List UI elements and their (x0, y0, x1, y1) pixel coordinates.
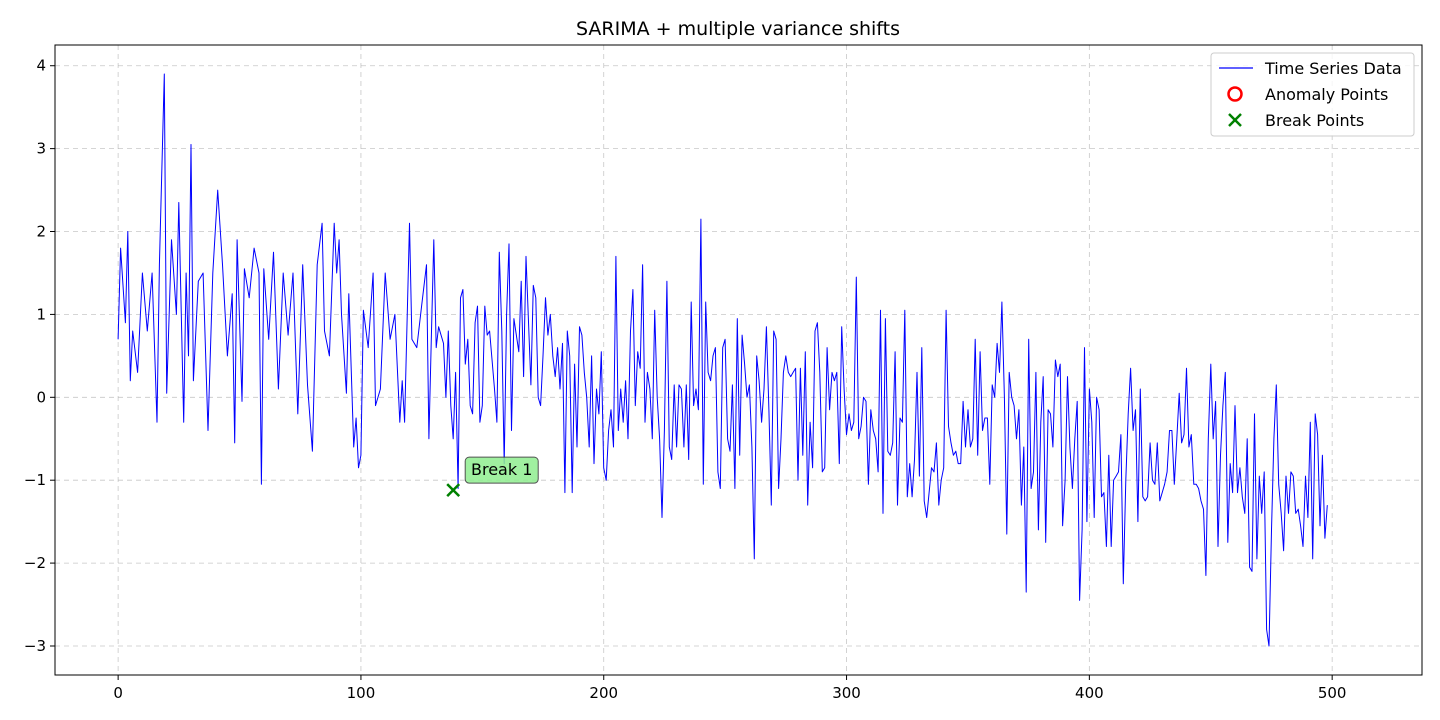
y-tick-label: 2 (36, 223, 46, 241)
break-annotation-label: Break 1 (471, 460, 532, 479)
x-tick-label: 100 (347, 684, 376, 702)
y-tick-label: −1 (24, 471, 46, 489)
legend-entry: Anomaly Points (1227, 85, 1388, 104)
legend-x-swatch (1228, 113, 1242, 127)
legend-circle-swatch (1227, 86, 1243, 102)
markers (446, 483, 461, 498)
plot-frame (54, 44, 1423, 676)
break-annotation: Break 1 (464, 456, 539, 484)
x-tick-label: 200 (589, 684, 618, 702)
legend-box (1210, 52, 1415, 137)
x-tick-label: 300 (832, 684, 861, 702)
legend-label: Anomaly Points (1265, 85, 1388, 104)
series-line-time-series-data (117, 73, 1328, 647)
x-tick-label: 0 (113, 684, 123, 702)
y-tick-label: 3 (36, 140, 46, 158)
y-tick-label: 1 (36, 305, 46, 323)
legend-label: Time Series Data (1264, 59, 1402, 78)
break-point-marker (446, 483, 461, 498)
series-layer (117, 73, 1328, 647)
grid (55, 45, 1422, 675)
legend: Time Series Data Anomaly Points Break Poin… (1210, 52, 1415, 137)
legend-label: Break Points (1265, 111, 1364, 130)
legend-entry: Break Points (1228, 111, 1364, 130)
y-tick-label: −3 (24, 637, 46, 655)
axis-ticks: 0 100 200 300 400 500 −3 −2 −1 0 1 2 3 4 (24, 57, 1347, 702)
chart-title: SARIMA + multiple variance shifts (576, 18, 900, 40)
break-annotation-box (464, 456, 539, 484)
legend-entry: Time Series Data (1219, 59, 1402, 78)
x-tick-label: 400 (1075, 684, 1104, 702)
y-tick-label: 4 (36, 57, 46, 75)
x-tick-label: 500 (1318, 684, 1347, 702)
y-tick-label: −2 (24, 554, 46, 572)
y-tick-label: 0 (36, 388, 46, 406)
annotations: Break 1 (464, 456, 539, 484)
